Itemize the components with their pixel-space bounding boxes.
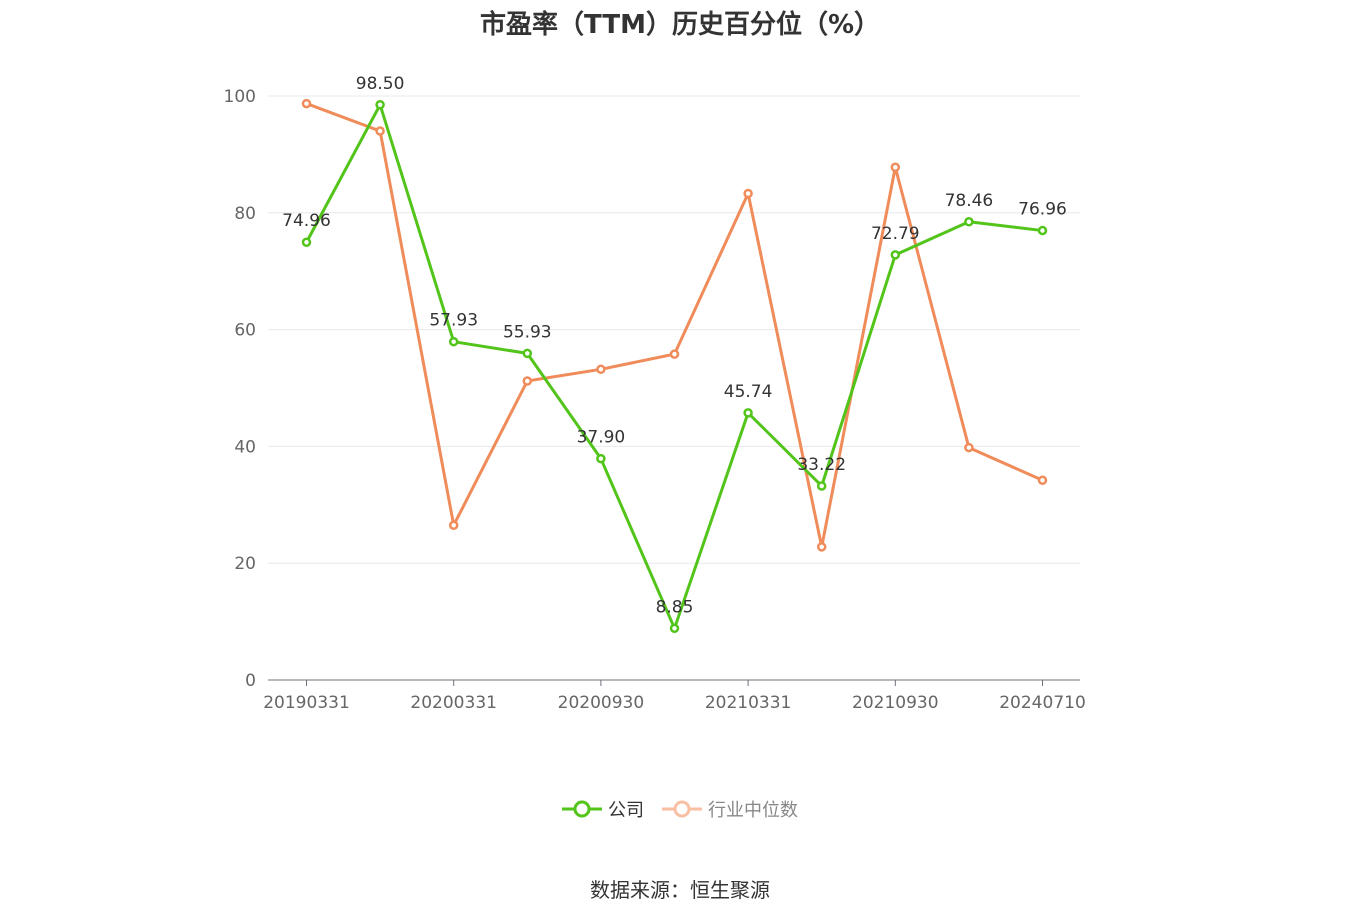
data-point-industry [522,376,533,386]
grid-lines [268,95,1080,564]
y-tick-label: 40 [234,437,256,457]
data-label-company: 98.50 [356,74,405,94]
legend-item-industry[interactable]: 行业中位数 [662,796,798,822]
data-label-company: 37.90 [577,428,626,448]
y-tick-label: 80 [234,204,256,224]
y-tick-label: 20 [234,554,256,574]
data-point-industry [375,126,385,136]
data-point-industry [301,98,312,109]
data-point-industry [596,364,606,375]
data-point-industry [816,542,827,552]
data-source: 数据来源：恒生聚源 [590,878,770,902]
data-label-company: 8.85 [656,597,694,617]
series-line-industry [305,102,1044,549]
data-point-industry [964,442,974,453]
data-point-industry [448,520,459,530]
data-point-company [596,453,606,464]
axes: 0 20 40 60 80 100 20190331 20200331 20200930 2021… [224,87,1086,713]
data-label-company: 78.46 [945,191,994,211]
data-point-company [1037,225,1048,236]
data-label-company: 45.74 [724,382,773,402]
data-point-company [522,348,533,359]
x-tick-label: 20210930 [852,693,939,713]
data-label-company: 55.93 [503,322,552,342]
data-point-company [375,100,385,110]
y-tick-label: 100 [224,87,256,107]
chart-title: 市盈率（TTM）历史百分位（%） [480,10,880,40]
data-point-company [301,237,312,247]
legend-industry-marker [662,800,702,818]
data-point-company [890,250,901,260]
data-label-company: 57.93 [429,311,478,331]
data-point-industry [743,188,753,199]
x-tick-label: 20240710 [999,693,1086,713]
data-labels: 74.96 98.50 57.93 55.93 37.90 8.85 45.74 33.22 7… [282,74,1067,618]
x-tick-label: 20210331 [705,693,792,713]
data-point-company [448,336,459,347]
data-point-company [669,623,680,634]
data-label-company: 72.79 [871,224,920,244]
x-tick-label: 20190331 [263,693,350,713]
legend-industry-label: 行业中位数 [708,800,798,821]
legend-company-marker [562,800,602,818]
legend-company-label: 公司 [608,800,644,821]
data-point-industry [669,349,680,359]
data-label-company: 76.96 [1018,200,1067,220]
data-point-industry [1037,475,1048,486]
y-tick-label: 60 [234,321,256,341]
data-label-company: 33.22 [797,455,846,475]
legend-item-company[interactable]: 公司 [562,796,644,822]
data-point-company [816,481,827,491]
data-label-company: 74.96 [282,211,331,231]
y-tick-label: 0 [245,671,256,691]
x-tick-label: 20200331 [410,693,497,713]
line-chart: 0 20 40 60 80 100 20190331 20200331 20200930 2021… [224,74,1086,713]
x-tick-label: 20200930 [558,693,645,713]
data-point-industry [890,162,901,172]
data-point-company [743,408,753,418]
series-layer [301,98,1048,634]
series-line-company [305,103,1043,630]
data-point-company [964,217,974,227]
legend: 公司 行业中位数 [0,796,1360,822]
